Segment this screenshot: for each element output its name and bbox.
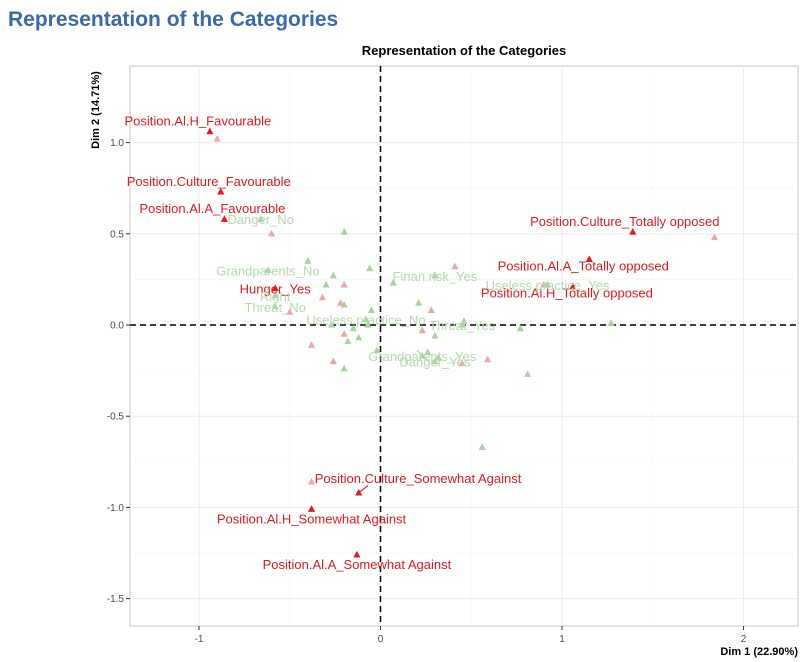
- point-marker: [366, 264, 374, 272]
- point-label: Grandparents_Yes: [368, 349, 476, 364]
- point-marker: [523, 370, 532, 377]
- labeled-point-marker: [217, 187, 225, 195]
- point-label: Position.Culture_Somewhat Against: [315, 471, 522, 486]
- labeled-point-marker: [431, 357, 439, 365]
- point-marker: [329, 271, 337, 279]
- point-marker: [340, 280, 348, 288]
- point-marker: [431, 331, 439, 339]
- point-label: Position.Al.H_Favourable: [125, 114, 272, 129]
- labeled-point-marker: [418, 352, 426, 359]
- point-marker: [415, 299, 423, 306]
- page-heading: Representation of the Categories: [8, 8, 339, 31]
- point-marker: [304, 257, 312, 264]
- labeled-point-marker: [355, 488, 363, 496]
- y-tick-label: 1.0: [110, 138, 124, 149]
- point-marker: [344, 337, 352, 345]
- labeled-point-marker: [585, 255, 593, 262]
- labeled-point-marker: [257, 215, 265, 222]
- point-marker: [418, 326, 426, 334]
- chart-title: Representation of the Categories: [362, 43, 566, 58]
- point-label: Grandparents_No: [216, 263, 319, 278]
- labeled-point-marker: [271, 302, 279, 310]
- y-tick-label: -0.5: [107, 412, 125, 423]
- point-marker: [213, 134, 221, 142]
- labeled-point-marker: [220, 215, 228, 222]
- point-label: Danger_Yes: [399, 355, 471, 370]
- points-layer: [206, 127, 719, 558]
- point-marker: [389, 279, 397, 286]
- point-marker: [322, 280, 330, 288]
- point-marker: [329, 357, 337, 365]
- point-marker: [607, 319, 615, 326]
- point-label: Position.Al.A_Favourable: [139, 201, 285, 216]
- point-label: Position.Al.A_Somewhat Against: [263, 557, 452, 572]
- labeled-point-marker: [271, 291, 279, 299]
- x-tick-label: 1: [559, 634, 565, 645]
- point-label: Position.Al.H_Totally opposed: [481, 286, 653, 301]
- point-marker: [286, 308, 294, 315]
- point-label: Threat_No: [245, 300, 306, 315]
- point-marker: [327, 321, 336, 328]
- point-marker: [424, 348, 432, 355]
- labeled-point-marker: [206, 127, 214, 135]
- point-marker: [307, 477, 316, 485]
- y-tick-label: -1.0: [107, 503, 125, 514]
- plot-panel: [129, 65, 799, 627]
- point-marker: [367, 306, 376, 314]
- labeled-point-marker: [629, 227, 637, 235]
- labeled-point-marker: [264, 266, 272, 273]
- y-tick-label: 0.5: [110, 229, 124, 240]
- labeled-point-marker: [543, 280, 552, 288]
- point-label: Hunger_Yes: [240, 282, 312, 297]
- point-marker: [355, 333, 363, 341]
- point-marker: [340, 300, 348, 308]
- point-label: Position.Culture_Totally opposed: [530, 214, 719, 229]
- labeled-point-marker: [569, 282, 577, 290]
- labeled-point-marker: [431, 271, 439, 279]
- point-marker: [710, 233, 719, 241]
- point-marker: [336, 299, 345, 306]
- point-marker: [427, 306, 435, 314]
- point-marker: [340, 364, 348, 372]
- labeled-point-marker: [353, 550, 361, 558]
- point-marker: [318, 293, 327, 301]
- point-marker: [267, 229, 276, 237]
- labeled-point-marker: [271, 284, 279, 292]
- y-axis-label: Dim 2 (14.71%): [90, 71, 102, 149]
- point-label: Useless.practice_No: [306, 313, 425, 328]
- point-marker: [434, 353, 443, 361]
- point-marker: [340, 227, 348, 235]
- point-label: Useless.practice_Yes: [486, 278, 610, 293]
- x-tick-label: 0: [378, 634, 384, 645]
- point-label: Threat_Yes: [429, 318, 496, 333]
- point-marker: [478, 443, 486, 450]
- point-marker: [349, 324, 357, 332]
- labeled-point-marker: [307, 505, 316, 512]
- point-labels-layer: Position.Al.H_Favourable Position.Culture…: [125, 114, 720, 572]
- point-marker: [458, 359, 466, 366]
- point-marker: [373, 346, 381, 354]
- point-label: Position.Al.A_Totally opposed: [498, 258, 669, 273]
- x-axis-label: Dim 1 (22.90%): [720, 646, 798, 658]
- point-marker: [307, 341, 316, 348]
- point-label: Right: [260, 289, 291, 304]
- point-marker: [483, 355, 492, 363]
- point-marker: [516, 324, 524, 332]
- x-tick-label: 2: [741, 634, 747, 645]
- x-tick-label: -1: [195, 634, 204, 645]
- y-tick-label: 0.0: [110, 321, 124, 332]
- point-label: Finan.risk_Yes: [393, 269, 478, 284]
- point-marker: [451, 262, 459, 270]
- y-tick-label: -1.5: [107, 594, 125, 605]
- point-label: Position.Al.H_Somewhat Against: [217, 511, 407, 526]
- labeled-point-marker: [362, 315, 370, 323]
- point-marker: [340, 330, 348, 337]
- labeled-point-marker: [458, 321, 466, 328]
- axis-ticks: -1 0 1 2 -1.5 -1.0 -0.5 0.0 0.5 1.0: [107, 138, 747, 645]
- point-marker: [364, 321, 372, 328]
- point-label: Danger_No: [227, 212, 294, 227]
- point-label: Position.Culture_Favourable: [127, 174, 291, 189]
